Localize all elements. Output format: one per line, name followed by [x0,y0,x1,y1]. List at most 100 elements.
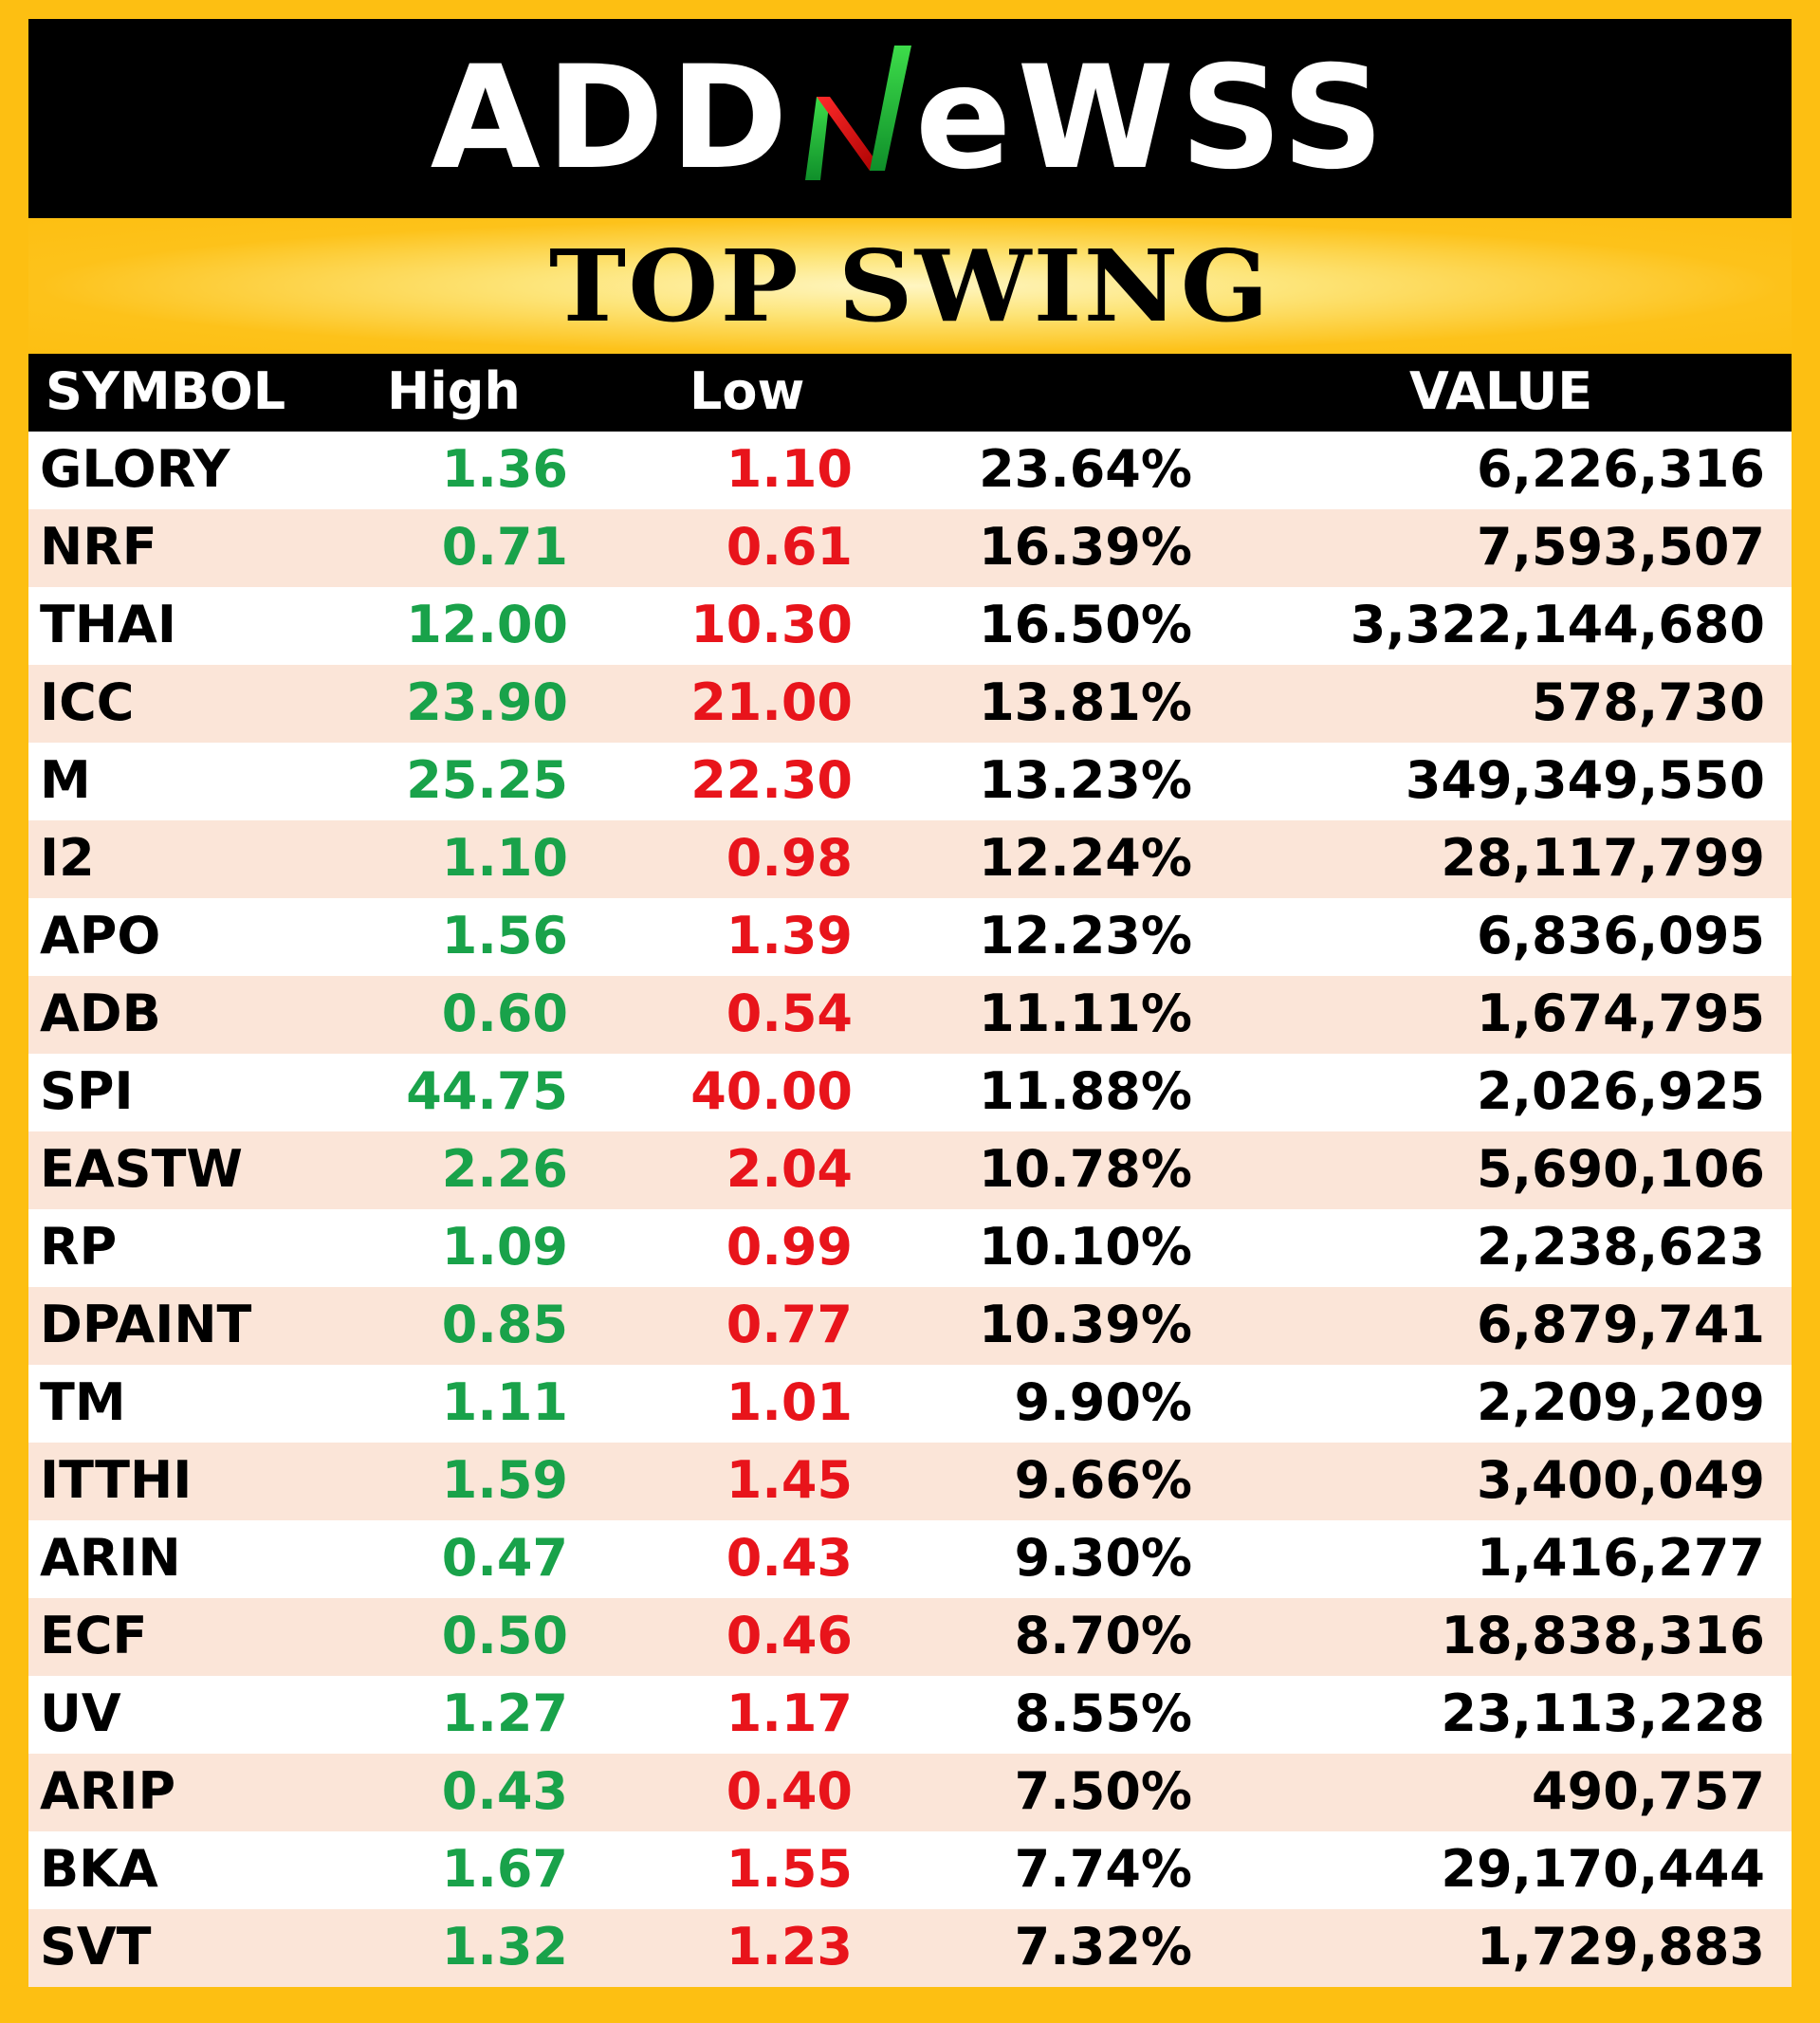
cell-symbol: BKA [40,1839,158,1899]
cell-pct: 13.81% [979,672,1192,732]
table-body: GLORY 1.36 1.10 23.64% 6,226,316 NRF 0.71 0.61 1… [28,432,1792,1987]
cell-value: 1,729,883 [1476,1917,1765,1977]
cell-pct: 10.10% [979,1217,1192,1277]
cell-low: 40.00 [690,1061,853,1121]
cell-symbol: ADB [40,984,161,1043]
header-value: VALUE [1409,361,1593,421]
cell-low: 0.40 [726,1761,853,1821]
table-row: SVT 1.32 1.23 7.32% 1,729,883 [28,1909,1792,1987]
table-row: M 25.25 22.30 13.23% 349,349,550 [28,743,1792,820]
cell-low: 0.43 [726,1528,853,1588]
cell-value: 3,322,144,680 [1350,595,1765,654]
cell-high: 1.36 [441,439,568,499]
cell-pct: 11.88% [979,1061,1192,1121]
cell-value: 490,757 [1532,1761,1765,1821]
table-row: TM 1.11 1.01 9.90% 2,209,209 [28,1365,1792,1443]
table-row: ARIP 0.43 0.40 7.50% 490,757 [28,1754,1792,1831]
cell-pct: 23.64% [979,439,1192,499]
cell-low: 0.61 [726,517,853,577]
cell-pct: 11.11% [979,984,1192,1043]
cell-value: 578,730 [1532,672,1765,732]
cell-value: 3,400,049 [1476,1450,1765,1510]
cell-symbol: TM [40,1372,126,1432]
cell-low: 22.30 [690,750,853,810]
cell-symbol: APO [40,906,161,966]
table-row: THAI 12.00 10.30 16.50% 3,322,144,680 [28,587,1792,665]
cell-low: 1.01 [726,1372,853,1432]
cell-low: 1.39 [726,906,853,966]
table-row: SPI 44.75 40.00 11.88% 2,026,925 [28,1054,1792,1131]
table-row: ECF 0.50 0.46 8.70% 18,838,316 [28,1598,1792,1676]
cell-symbol: ITTHI [40,1450,193,1510]
cell-symbol: DPAINT [40,1295,252,1354]
cell-pct: 8.70% [1014,1606,1192,1665]
cell-high: 0.50 [441,1606,568,1665]
table-row: DPAINT 0.85 0.77 10.39% 6,879,741 [28,1287,1792,1365]
cell-value: 18,838,316 [1441,1606,1765,1665]
cell-high: 0.43 [441,1761,568,1821]
table-row: UV 1.27 1.17 8.55% 23,113,228 [28,1676,1792,1754]
cell-pct: 16.39% [979,517,1192,577]
table-row: BKA 1.67 1.55 7.74% 29,170,444 [28,1831,1792,1909]
cell-symbol: UV [40,1683,121,1743]
cell-value: 349,349,550 [1405,750,1765,810]
cell-low: 1.17 [726,1683,853,1743]
logo-text-right: eWSS [914,36,1390,201]
header-high: High [387,361,521,421]
page-title: TOP SWING [548,228,1272,344]
cell-low: 0.99 [726,1217,853,1277]
cell-high: 1.11 [441,1372,568,1432]
cell-low: 21.00 [690,672,853,732]
table-row: NRF 0.71 0.61 16.39% 7,593,507 [28,509,1792,587]
cell-low: 1.45 [726,1450,853,1510]
cell-high: 0.47 [441,1528,568,1588]
cell-pct: 9.66% [1014,1450,1192,1510]
cell-symbol: NRF [40,517,157,577]
cell-low: 0.77 [726,1295,853,1354]
cell-high: 44.75 [406,1061,568,1121]
cell-low: 0.54 [726,984,853,1043]
title-band: TOP SWING [28,218,1792,354]
table-row: ICC 23.90 21.00 13.81% 578,730 [28,665,1792,743]
cell-symbol: SPI [40,1061,134,1121]
cell-high: 25.25 [406,750,568,810]
addnewss-logo: ADD eWSS [431,36,1390,201]
cell-pct: 13.23% [979,750,1192,810]
table-header: SYMBOL High Low VALUE [28,354,1792,432]
cell-low: 0.46 [726,1606,853,1665]
cell-value: 2,026,925 [1476,1061,1765,1121]
frame: ADD eWSS TOP SWING [28,19,1792,1989]
cell-pct: 9.30% [1014,1528,1192,1588]
cell-low: 1.23 [726,1917,853,1977]
header-symbol: SYMBOL [46,361,286,421]
cell-value: 2,238,623 [1476,1217,1765,1277]
cell-symbol: GLORY [40,439,230,499]
cell-symbol: ARIN [40,1528,181,1588]
cell-high: 0.71 [441,517,568,577]
cell-high: 1.09 [441,1217,568,1277]
cell-pct: 10.39% [979,1295,1192,1354]
cell-low: 2.04 [726,1139,853,1199]
cell-symbol: ARIP [40,1761,176,1821]
logo-text-left: ADD [430,36,794,201]
table-row: GLORY 1.36 1.10 23.64% 6,226,316 [28,432,1792,509]
cell-pct: 7.50% [1014,1761,1192,1821]
logo-n-mark-icon [804,46,911,180]
cell-value: 7,593,507 [1476,517,1765,577]
table-row: RP 1.09 0.99 10.10% 2,238,623 [28,1209,1792,1287]
cell-value: 1,416,277 [1476,1528,1765,1588]
table-row: EASTW 2.26 2.04 10.78% 5,690,106 [28,1131,1792,1209]
cell-pct: 12.24% [979,828,1192,888]
cell-high: 0.60 [441,984,568,1043]
cell-high: 1.32 [441,1917,568,1977]
cell-pct: 10.78% [979,1139,1192,1199]
cell-high: 1.56 [441,906,568,966]
cell-symbol: ECF [40,1606,148,1665]
cell-high: 23.90 [406,672,568,732]
cell-symbol: EASTW [40,1139,243,1199]
cell-symbol: SVT [40,1917,152,1977]
cell-symbol: M [40,750,91,810]
cell-high: 1.10 [441,828,568,888]
cell-pct: 8.55% [1014,1683,1192,1743]
cell-high: 12.00 [406,595,568,654]
